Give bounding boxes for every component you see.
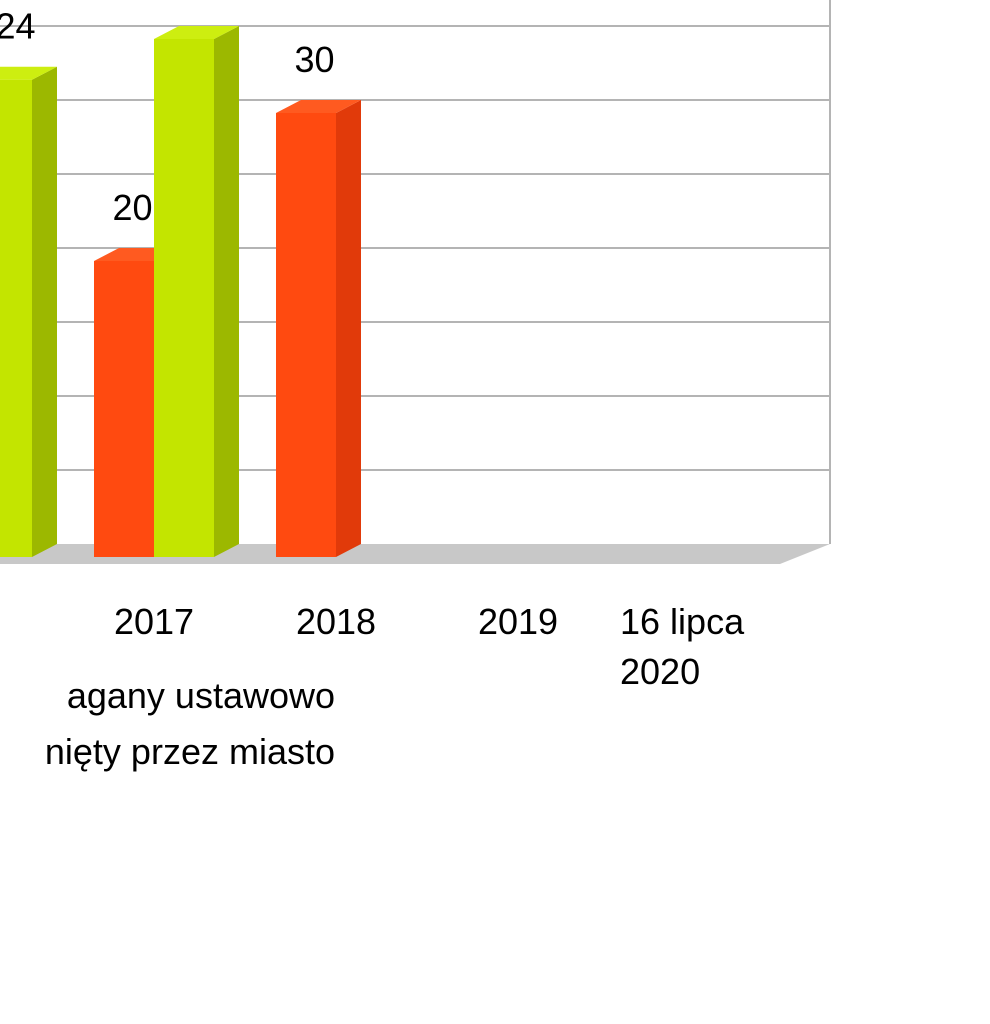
x-tick-label: 2018 xyxy=(296,601,376,642)
bar-wymagany-top xyxy=(276,100,361,113)
bars xyxy=(0,26,361,557)
bar-wymagany-side xyxy=(336,100,361,557)
legend-label: agany ustawowo xyxy=(66,675,335,716)
data-label: ,24 xyxy=(0,6,36,47)
legend-item-osiagniety-przez-miasto: nięty przez miasto xyxy=(0,728,990,788)
x-tick-label-line: 2017 xyxy=(114,601,194,642)
bar-osiagniety-front xyxy=(0,79,32,557)
x-tick-label-line: 2020 xyxy=(620,651,700,692)
bar-osiagniety-side xyxy=(214,26,239,557)
bar-osiagniety-top xyxy=(0,66,57,80)
x-tick-label: 2019 xyxy=(478,601,558,642)
x-tick-label-line: 16 lipca xyxy=(620,601,745,642)
x-tick-label-line: 2018 xyxy=(296,601,376,642)
bar-wymagany-front xyxy=(94,261,154,557)
data-label: 20 xyxy=(112,187,152,228)
data-labels: ,24 20 30 xyxy=(0,6,335,228)
legend-label: nięty przez miasto xyxy=(44,731,335,772)
bar-osiagniety-side xyxy=(32,66,57,557)
x-tick-label: 16 lipca 2020 xyxy=(620,601,745,692)
bar-osiagniety-top xyxy=(154,26,239,39)
legend-item-wymagany-ustawowo: agany ustawowo xyxy=(0,672,990,732)
data-label: 30 xyxy=(294,39,334,80)
bar-osiagniety-front xyxy=(154,39,214,557)
bar-wymagany-front xyxy=(276,113,336,557)
x-tick-label: 2017 xyxy=(114,601,194,642)
x-tick-label-line: 2019 xyxy=(478,601,558,642)
